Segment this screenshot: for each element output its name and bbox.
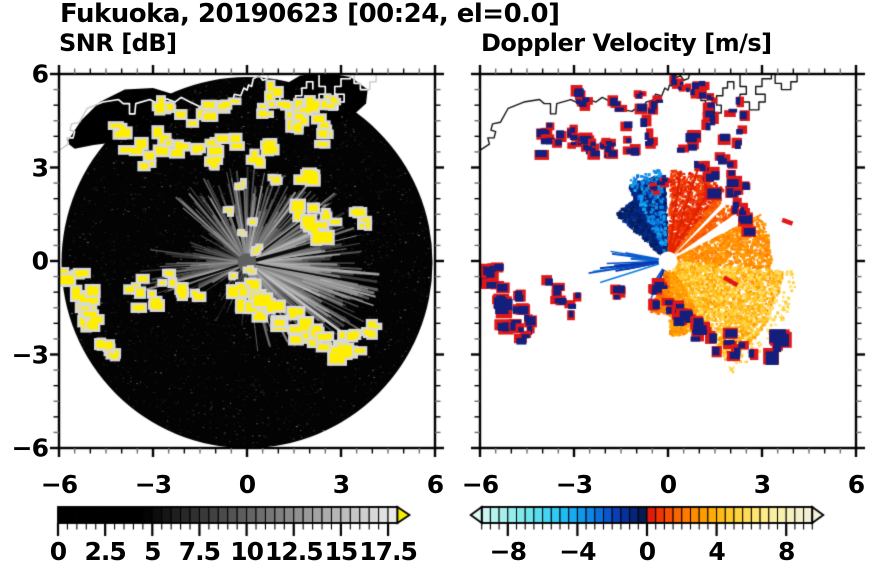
figure-title: Fukuoka, 20190623 [00:24, el=0.0]: [60, 0, 560, 29]
doppler-panel-title: Doppler Velocity [m/s]: [481, 29, 772, 57]
x-tick-label: 3: [753, 470, 771, 499]
x-tick-label: −3: [555, 470, 593, 499]
x-tick-label: 3: [332, 470, 350, 499]
colorbar-tick-label: 4: [708, 537, 725, 566]
colorbar-tick-label: −8: [489, 537, 527, 566]
colorbar-tick-label: 0: [638, 537, 656, 566]
colorbar-tick-label: 15: [324, 537, 358, 566]
colorbar-tick-label: 7.5: [178, 537, 221, 566]
x-tick-label: 0: [659, 470, 677, 499]
x-tick-label: 6: [847, 470, 865, 499]
colorbar-tick-label: 0: [49, 537, 67, 566]
x-tick-label: −3: [134, 470, 172, 499]
colorbar-tick-label: 5: [144, 537, 161, 566]
x-tick-label: −6: [40, 470, 78, 499]
y-tick-label: 3: [31, 153, 49, 182]
y-tick-label: 0: [31, 246, 49, 276]
y-tick-label: 6: [31, 59, 49, 89]
colorbar-tick-label: 10: [230, 537, 264, 566]
x-tick-label: 0: [238, 470, 256, 499]
colorbar-tick-label: 8: [777, 537, 795, 566]
colorbar-tick-label: 2.5: [84, 537, 126, 566]
colorbar-tick-label: −4: [559, 537, 596, 566]
colorbar-tick-label: 12.5: [264, 537, 324, 566]
y-tick-label: −3: [11, 340, 49, 369]
x-tick-label: −6: [461, 470, 499, 499]
y-tick-label: −6: [11, 433, 49, 463]
colorbar-tick-label: 17.5: [359, 537, 418, 566]
snr-panel-title: SNR [dB]: [59, 29, 177, 57]
x-tick-label: 6: [426, 470, 444, 499]
